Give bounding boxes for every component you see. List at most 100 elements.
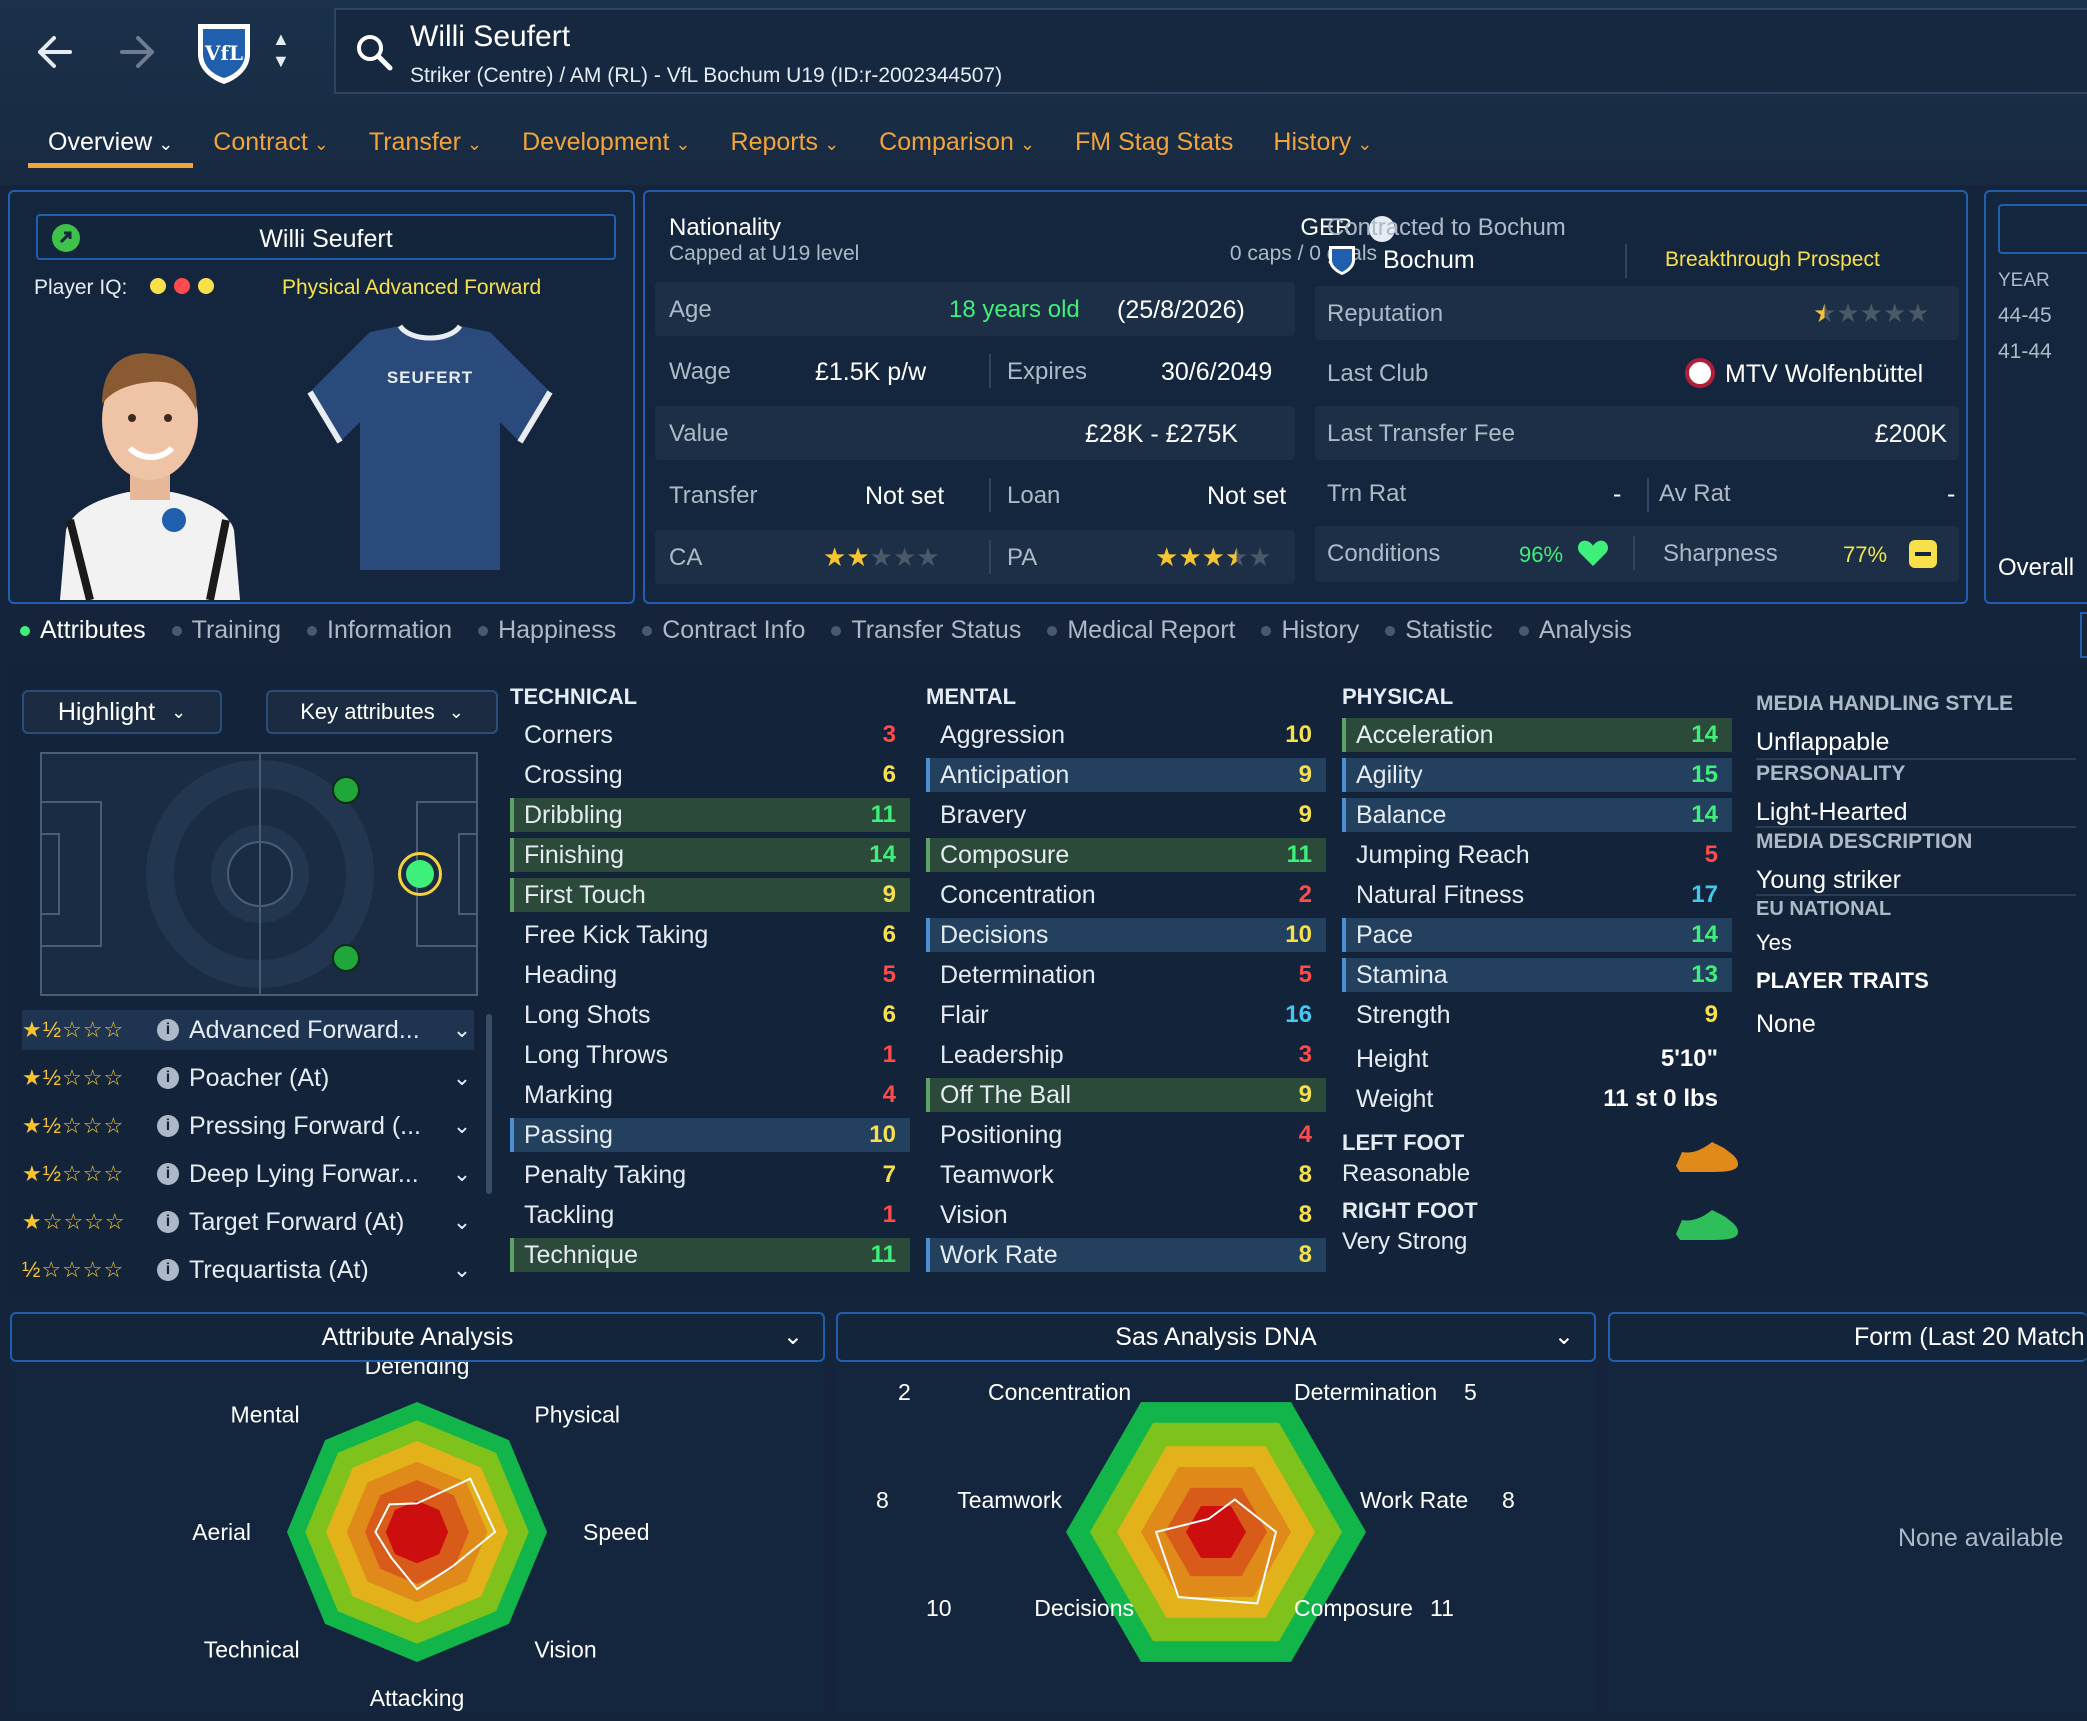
club-name[interactable]: Bochum <box>1383 246 1475 274</box>
info-icon[interactable]: i <box>157 1163 179 1185</box>
attribute-row[interactable]: Corners 3 <box>510 718 910 752</box>
attribute-row[interactable]: Crossing 6 <box>510 758 910 792</box>
arrow-left-icon[interactable] <box>24 22 84 82</box>
attribute-row[interactable]: Work Rate 8 <box>926 1238 1326 1272</box>
attribute-row[interactable]: Long Throws 1 <box>510 1038 910 1072</box>
attribute-row[interactable]: Pace 14 <box>1342 918 1732 952</box>
menu-reports[interactable]: Reports ⌄ <box>711 124 860 168</box>
role-row[interactable]: ½☆☆☆☆ i Trequartista (At) ⌄ <box>22 1250 474 1283</box>
club-switch-icon[interactable]: ▲ ▼ <box>272 29 290 71</box>
dna-axis-value: 10 <box>926 1595 952 1621</box>
position-marker-amr[interactable] <box>332 944 360 972</box>
dna-dropdown[interactable]: Sas Analysis DNA ⌄ <box>836 1312 1596 1362</box>
menu-contract[interactable]: Contract ⌄ <box>193 124 349 168</box>
attribute-row[interactable]: Decisions 10 <box>926 918 1326 952</box>
attribute-row[interactable]: Flair 16 <box>926 998 1326 1032</box>
role-stars: ★½☆☆☆ <box>22 1017 125 1042</box>
subtab-label: Contract Info <box>662 616 806 644</box>
attribute-row[interactable]: Natural Fitness 17 <box>1342 878 1732 912</box>
menu-fm-stag-stats[interactable]: FM Stag Stats <box>1055 124 1253 168</box>
attribute-row[interactable]: Strength 9 <box>1342 998 1732 1032</box>
attribute-row[interactable]: Free Kick Taking 6 <box>510 918 910 952</box>
attribute-row[interactable]: Long Shots 6 <box>510 998 910 1032</box>
attribute-row[interactable]: Stamina 13 <box>1342 958 1732 992</box>
attribute-row[interactable]: Dribbling 11 <box>510 798 910 832</box>
attribute-analysis-dropdown[interactable]: Attribute Analysis ⌄ <box>10 1312 825 1362</box>
year-row[interactable]: 44-45 <box>1998 304 2052 327</box>
dna-axis-value: 8 <box>1502 1487 1515 1513</box>
info-icon[interactable]: i <box>157 1019 179 1041</box>
subtab-statistic[interactable]: Statistic <box>1385 616 1493 645</box>
attribute-row[interactable]: Finishing 14 <box>510 838 910 872</box>
position-marker-aml[interactable] <box>332 776 360 804</box>
menu-history[interactable]: History ⌄ <box>1253 124 1392 168</box>
attribute-row[interactable]: Passing 10 <box>510 1118 910 1152</box>
chevron-down-icon[interactable]: ⌄ <box>452 1161 472 1186</box>
chevron-down-icon[interactable]: ⌄ <box>452 1017 472 1042</box>
menu-comparison[interactable]: Comparison ⌄ <box>859 124 1055 168</box>
subtab-analysis[interactable]: Analysis <box>1518 616 1632 645</box>
attribute-row[interactable]: Jumping Reach 5 <box>1342 838 1732 872</box>
attribute-row[interactable]: Tackling 1 <box>510 1198 910 1232</box>
attribute-row[interactable]: Penalty Taking 7 <box>510 1158 910 1192</box>
info-icon[interactable]: i <box>157 1259 179 1281</box>
position-marker-st[interactable] <box>406 860 434 888</box>
subtab-transfer-status[interactable]: Transfer Status <box>831 616 1021 645</box>
menu-overview[interactable]: Overview ⌄ <box>28 124 194 168</box>
attribute-row[interactable]: Bravery 9 <box>926 798 1326 832</box>
attribute-row[interactable]: Acceleration 14 <box>1342 718 1732 752</box>
radar-axis-label: Vision <box>534 1636 596 1662</box>
menu-development[interactable]: Development ⌄ <box>502 124 710 168</box>
role-list-scrollbar[interactable] <box>486 1014 492 1194</box>
attribute-row[interactable]: Balance 14 <box>1342 798 1732 832</box>
attribute-row[interactable]: Vision 8 <box>926 1198 1326 1232</box>
chevron-down-icon[interactable]: ⌄ <box>452 1257 472 1282</box>
search-icon[interactable] <box>354 32 394 77</box>
info-icon[interactable]: i <box>157 1211 179 1233</box>
chevron-down-icon[interactable]: ⌄ <box>452 1065 472 1090</box>
subtab-happiness[interactable]: Happiness <box>478 616 616 645</box>
attribute-row[interactable]: Anticipation 9 <box>926 758 1326 792</box>
form-title: Form (Last 20 Match <box>1854 1322 2085 1351</box>
role-row[interactable]: ★½☆☆☆ i Deep Lying Forwar... ⌄ <box>22 1154 474 1194</box>
attribute-row[interactable]: Determination 5 <box>926 958 1326 992</box>
attribute-row[interactable]: Aggression 10 <box>926 718 1326 752</box>
attribute-row[interactable]: Leadership 3 <box>926 1038 1326 1072</box>
attribute-value: 9 <box>1298 761 1312 788</box>
club-badge-icon[interactable]: VfL <box>192 20 256 86</box>
attribute-row[interactable]: Teamwork 8 <box>926 1158 1326 1192</box>
year-dropdown[interactable] <box>1998 204 2087 254</box>
attribute-row[interactable]: Off The Ball 9 <box>926 1078 1326 1112</box>
attribute-row[interactable]: Marking 4 <box>510 1078 910 1112</box>
subtab-information[interactable]: Information <box>307 616 452 645</box>
attribute-row[interactable]: Technique 11 <box>510 1238 910 1272</box>
info-icon[interactable]: i <box>157 1067 179 1089</box>
chevron-down-icon[interactable]: ⌄ <box>452 1113 472 1138</box>
subtab-training[interactable]: Training <box>171 616 281 645</box>
role-row[interactable]: ★½☆☆☆ i Poacher (At) ⌄ <box>22 1058 474 1098</box>
position-pitch[interactable] <box>40 752 480 996</box>
menu-transfer[interactable]: Transfer ⌄ <box>349 124 502 168</box>
attribute-row[interactable]: Composure 11 <box>926 838 1326 872</box>
chevron-down-icon[interactable]: ⌄ <box>452 1209 472 1234</box>
key-attributes-dropdown[interactable]: Key attributes ⌄ <box>266 690 498 734</box>
subtab-attributes[interactable]: Attributes <box>20 616 146 645</box>
highlight-dropdown[interactable]: Highlight ⌄ <box>22 690 222 734</box>
subtab-medical-report[interactable]: Medical Report <box>1047 616 1235 645</box>
radar-value-shape <box>374 1477 497 1591</box>
attribute-row[interactable]: Positioning 4 <box>926 1118 1326 1152</box>
arrow-right-icon[interactable] <box>108 22 168 82</box>
role-row[interactable]: ★½☆☆☆ i Pressing Forward (... ⌄ <box>22 1106 474 1146</box>
year-row[interactable]: 41-44 <box>1998 340 2052 363</box>
attribute-row[interactable]: Heading 5 <box>510 958 910 992</box>
last-club-value[interactable]: MTV Wolfenbüttel <box>1725 360 1924 388</box>
attribute-row[interactable]: Agility 15 <box>1342 758 1732 792</box>
role-row[interactable]: ★½☆☆☆ i Advanced Forward... ⌄ <box>22 1010 474 1050</box>
profile-name-bar[interactable]: Willi Seufert <box>36 214 616 260</box>
subtab-history[interactable]: History <box>1261 616 1359 645</box>
role-row[interactable]: ★☆☆☆☆ i Target Forward (At) ⌄ <box>22 1202 474 1242</box>
attribute-row[interactable]: Concentration 2 <box>926 878 1326 912</box>
attribute-row[interactable]: First Touch 9 <box>510 878 910 912</box>
info-icon[interactable]: i <box>157 1115 179 1137</box>
subtab-contract-info[interactable]: Contract Info <box>642 616 805 645</box>
